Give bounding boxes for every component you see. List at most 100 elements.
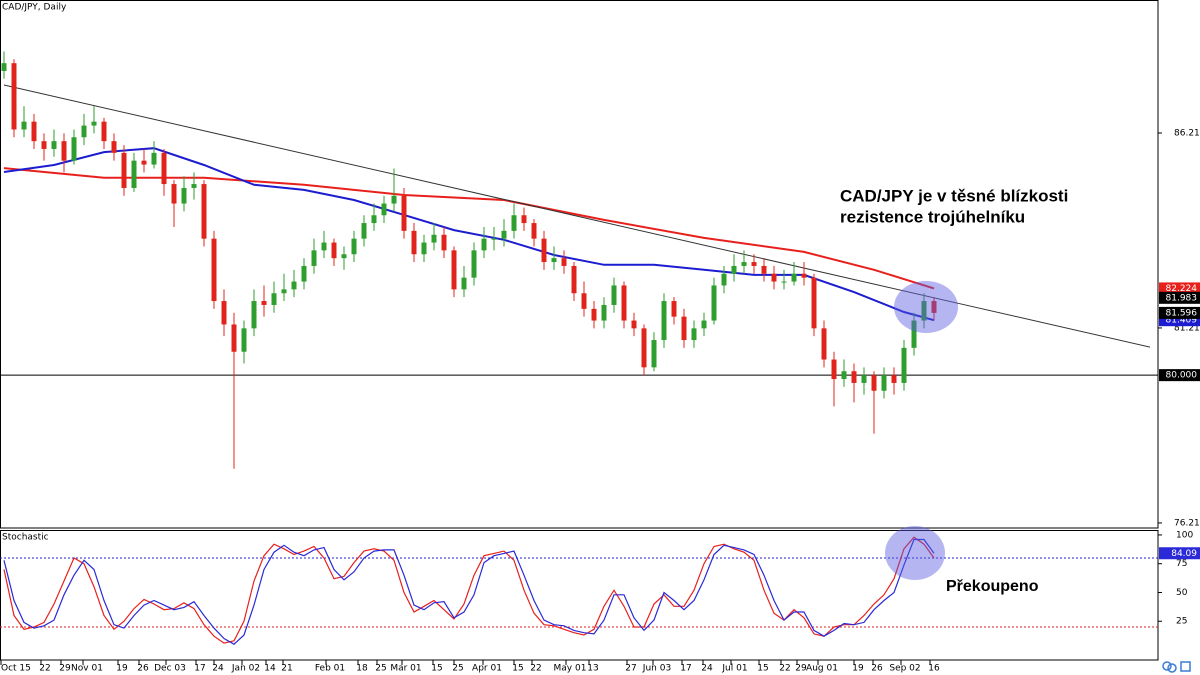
- candle-body: [421, 242, 427, 255]
- x-tick-label: 27: [625, 664, 636, 674]
- candle-body: [701, 320, 707, 329]
- candle-body: [191, 184, 197, 188]
- candle-body: [321, 242, 327, 251]
- candle-body: [411, 230, 417, 255]
- candle-body: [761, 265, 767, 274]
- stochastic-line: [3, 538, 935, 645]
- candle-body: [61, 141, 67, 161]
- candle-body: [121, 152, 127, 188]
- price-label: 81.596: [1166, 308, 1198, 318]
- x-tick-label: 21: [281, 664, 292, 674]
- candle-body: [11, 63, 17, 130]
- x-tick-label: 26: [137, 664, 149, 674]
- x-tick-label: Jan 02: [231, 664, 260, 674]
- candle-body: [441, 234, 447, 251]
- x-tick-label: Nov 01: [71, 664, 103, 674]
- price-label: 81.409: [1166, 316, 1198, 326]
- x-tick-label: 18: [356, 664, 368, 674]
- x-tick-label: 17: [680, 664, 691, 674]
- stochastic-line: [3, 536, 935, 644]
- candle-body: [161, 152, 167, 185]
- candle-body: [141, 160, 147, 165]
- candle-body: [491, 238, 497, 240]
- x-tick-label: 25: [375, 664, 386, 674]
- x-tick-label: May 01: [554, 664, 587, 674]
- y-tick-label: 50: [1176, 588, 1188, 598]
- candle-body: [881, 375, 887, 391]
- candle-body: [741, 262, 747, 266]
- moving-average: [3, 167, 935, 290]
- candle-body: [251, 301, 257, 329]
- candle-body: [541, 238, 547, 263]
- candle-body: [691, 328, 697, 341]
- x-tick-label: Feb 01: [315, 664, 345, 674]
- candle-body: [511, 215, 517, 231]
- candle-body: [791, 273, 797, 282]
- candle-body: [51, 141, 57, 149]
- candle-body: [561, 258, 567, 266]
- candle-body: [261, 301, 267, 305]
- annotation: Překoupeno: [946, 578, 1039, 595]
- price-label-bg: [1159, 291, 1200, 304]
- x-tick-label: Jun 03: [642, 664, 671, 674]
- x-tick-label: 13: [587, 664, 598, 674]
- x-tick-label: Dec 03: [154, 664, 186, 674]
- candle-body: [331, 242, 337, 259]
- candle-body: [831, 359, 837, 380]
- indicator-title-bg: [1, 531, 39, 543]
- candle-body: [231, 324, 237, 352]
- annotation: CAD/JPY je v těsné blízkosti: [840, 186, 1068, 205]
- candle-body: [281, 289, 287, 294]
- annotation: rezistence trojúhelníku: [840, 207, 1025, 226]
- x-tick-label: 15: [431, 664, 442, 674]
- candle-body: [451, 250, 457, 290]
- candle-body: [731, 265, 737, 274]
- price-label-bg: [1159, 369, 1200, 382]
- candle-body: [181, 187, 187, 204]
- candle-body: [361, 223, 367, 239]
- candle-body: [591, 308, 597, 321]
- candle-body: [41, 141, 47, 149]
- candle-body: [101, 121, 107, 142]
- candle-body: [381, 203, 387, 216]
- candle-body: [151, 152, 157, 165]
- corner-icons: [1162, 661, 1191, 673]
- price-label: 81.983: [1166, 293, 1198, 303]
- y-tick-label: 75: [1176, 559, 1187, 569]
- candle-body: [771, 273, 777, 282]
- candle-body: [721, 273, 727, 286]
- candle-body: [621, 285, 627, 321]
- candle-body: [481, 238, 487, 251]
- candle-body: [471, 250, 477, 278]
- y-tick-label: 25: [1176, 617, 1187, 627]
- candle-body: [91, 121, 97, 126]
- candle-body: [901, 347, 907, 383]
- candle-body: [661, 301, 667, 341]
- highlight-circle: [894, 281, 958, 333]
- candle-body: [461, 277, 467, 290]
- price-label: 82.224: [1166, 284, 1198, 294]
- candle-body: [641, 328, 647, 368]
- stochastic-panel: [0, 530, 1159, 661]
- candle-body: [501, 230, 507, 239]
- candle-body: [21, 121, 27, 130]
- x-tick-label: 14: [264, 664, 276, 674]
- candle-body: [351, 238, 357, 255]
- candle-body: [81, 125, 87, 138]
- candle-body: [751, 262, 757, 266]
- candle-body: [821, 328, 827, 360]
- candle-body: [671, 301, 677, 317]
- x-tick-label: 16: [928, 664, 940, 674]
- y-tick-label: 76.210: [1174, 518, 1200, 528]
- x-tick-label: 25: [452, 664, 463, 674]
- price-label-bg: [1159, 282, 1200, 295]
- candle-body: [531, 223, 537, 239]
- highlight-circle: [885, 526, 945, 580]
- candle-body: [131, 160, 137, 188]
- x-tick-label: 22: [779, 664, 790, 674]
- candle-body: [301, 265, 307, 282]
- price-plot: [0, 51, 1158, 469]
- y-tick-label: 100: [1176, 530, 1193, 540]
- x-tick-label: 19: [852, 664, 864, 674]
